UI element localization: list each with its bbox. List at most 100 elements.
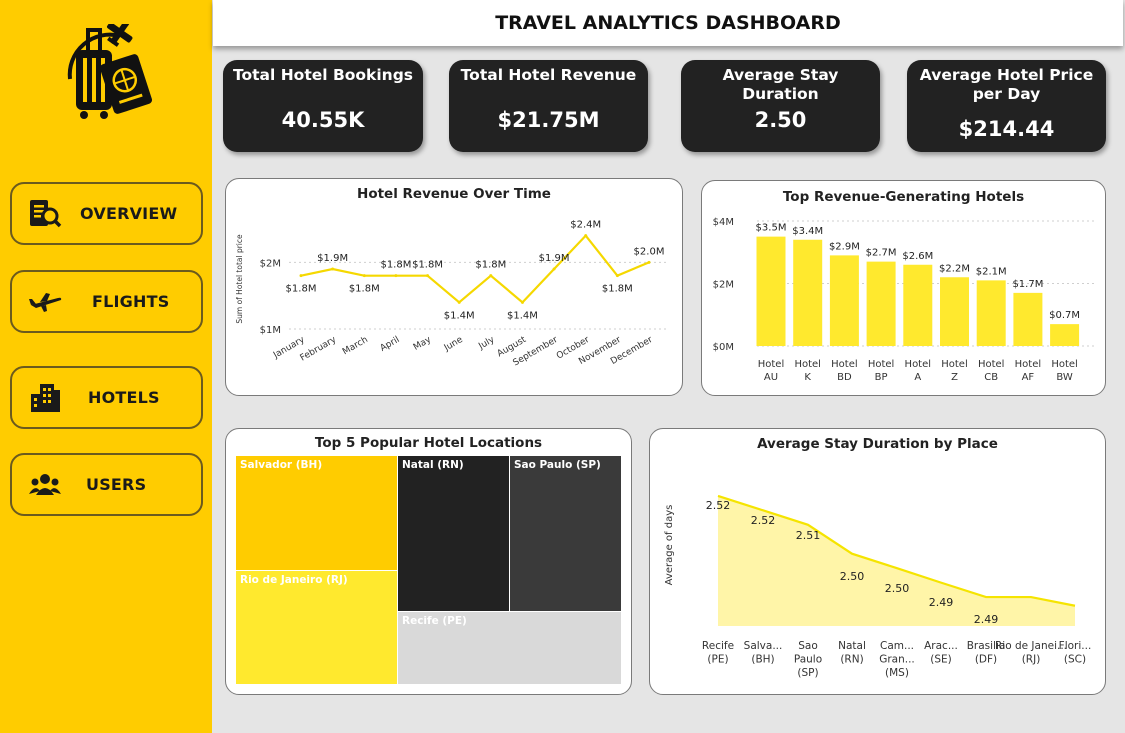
top-hotels-bar-chart: $0M $2M $4M $3.5M Hotel AU $3.4M Hotel K $2.9M Hot… [713, 217, 1097, 383]
data-point [552, 267, 556, 271]
x-tick-label: Flori... [1059, 640, 1092, 652]
page-title: TRAVEL ANALYTICS DASHBOARD [495, 12, 841, 34]
data-label: $1.8M [349, 284, 380, 295]
x-tick-label: (SE) [930, 654, 952, 666]
data-point [584, 234, 588, 238]
users-icon [29, 474, 61, 495]
x-tick-label: Rio de Janei... [995, 640, 1067, 652]
treemap-cell-natal[interactable]: Natal (RN) [398, 456, 509, 611]
sidebar-item-users[interactable]: USERS [10, 453, 203, 516]
chart-title: Hotel Revenue Over Time [357, 186, 551, 202]
sidebar-item-label: HOTELS [88, 388, 160, 407]
x-tick-label: Cam... [880, 640, 914, 652]
y-tick-label: $2M [260, 258, 281, 269]
sidebar-item-hotels[interactable]: HOTELS [10, 366, 203, 429]
x-tick-label: Natal [838, 640, 866, 652]
x-tick-label: Salva... [744, 640, 783, 652]
x-tick-label: (MS) [885, 667, 909, 679]
data-label: $2.6M [902, 251, 933, 262]
search-document-icon [30, 200, 62, 228]
data-point [299, 274, 303, 278]
x-tick-label: (RN) [840, 654, 863, 666]
kpi-label: Total Hotel Revenue [460, 66, 637, 84]
data-label: 2.50 [840, 570, 865, 583]
kpi-value: $21.75M [497, 108, 600, 132]
bar [866, 261, 896, 346]
data-label: $1.9M [539, 253, 570, 264]
bar [1050, 324, 1080, 346]
chart-title: Top 5 Popular Hotel Locations [314, 435, 543, 451]
kpi-label: Average Stay Duration [722, 66, 839, 103]
x-tick-label: July [476, 335, 496, 353]
revenue-over-time-card: Hotel Revenue Over Time $1M $2M Sum of Hot… [225, 178, 683, 396]
x-tick-label: March [341, 335, 370, 357]
treemap-cell-rio-de-janeiro[interactable]: Rio de Janeiro (RJ) [236, 571, 397, 684]
data-label: $0.7M [1049, 310, 1080, 321]
x-tick-label: Hotel [794, 359, 821, 370]
data-label: $2.9M [829, 241, 860, 252]
kpi-value: $214.44 [958, 117, 1055, 141]
data-point [394, 274, 398, 278]
airplane-icon [29, 293, 62, 312]
sidebar-item-overview[interactable]: OVERVIEW [10, 182, 203, 245]
data-label: $1.7M [1012, 279, 1043, 290]
chart-title: Top Revenue-Generating Hotels [782, 189, 1025, 205]
kpi-total-hotel-bookings: Total Hotel Bookings 40.55K [223, 60, 423, 152]
treemap-cell-sao-paulo[interactable]: Sao Paulo (SP) [510, 456, 621, 611]
data-label: $3.5M [756, 223, 787, 234]
luggage-passport-plane-icon [67, 24, 153, 119]
treemap-cell-recife[interactable]: Recife (PE) [398, 612, 621, 684]
data-label: $1.8M [286, 284, 317, 295]
data-label: $3.4M [792, 226, 823, 237]
data-label: 2.52 [751, 514, 776, 527]
y-axis-label: Sum of Hotel total price [235, 234, 244, 324]
data-label: $1.4M [507, 310, 538, 321]
sidebar: OVERVIEW FLIGHTS HOTELS [0, 0, 212, 733]
x-tick-label: (RJ) [1022, 654, 1041, 666]
x-tick-label: Hotel [941, 359, 968, 370]
y-tick-label: $4M [713, 217, 734, 228]
data-point [520, 300, 524, 304]
x-tick-label: K [804, 372, 811, 383]
bar [976, 280, 1006, 346]
x-tick-label: Z [951, 372, 958, 383]
x-tick-label: Gran... [879, 654, 915, 666]
stay-duration-area-chart: Average of days 2.52 2.52 2.51 2.50 2.50 2.49 2… [664, 494, 1092, 679]
title-bar: TRAVEL ANALYTICS DASHBOARD [213, 0, 1123, 46]
data-point [362, 274, 366, 278]
data-label: $2.7M [866, 248, 897, 259]
bar [756, 236, 786, 346]
data-label: $2.4M [570, 220, 601, 231]
kpi-value: 40.55K [281, 108, 365, 132]
x-tick-label: (BH) [751, 654, 774, 666]
chart-title: Average Stay Duration by Place [757, 436, 998, 452]
top-hotels-card: Top Revenue-Generating Hotels $0M $2M $4M $… [701, 180, 1106, 396]
sidebar-item-label: FLIGHTS [92, 292, 170, 311]
y-axis-label: Average of days [664, 505, 675, 586]
data-label: $1.8M [475, 260, 506, 271]
treemap-cell-salvador[interactable]: Salvador (BH) [236, 456, 397, 570]
x-tick-label: Hotel [1015, 359, 1042, 370]
data-label: 2.49 [974, 613, 999, 626]
series-area [718, 495, 1075, 626]
bar [829, 255, 859, 346]
sidebar-item-label: USERS [86, 475, 147, 494]
popular-locations-card: Top 5 Popular Hotel Locations Salvador (… [225, 428, 632, 695]
y-tick-label: $0M [713, 342, 734, 353]
data-label: 2.50 [885, 582, 910, 595]
x-tick-label: Hotel [978, 359, 1005, 370]
sidebar-item-flights[interactable]: FLIGHTS [10, 270, 203, 333]
kpi-value: 2.50 [754, 108, 807, 132]
data-point [489, 274, 493, 278]
bar [793, 239, 823, 346]
data-point [615, 274, 619, 278]
x-tick-label: BW [1056, 372, 1073, 383]
x-tick-label: February [299, 335, 339, 364]
x-tick-label: (DF) [975, 654, 997, 666]
bar [903, 264, 933, 346]
data-point [457, 300, 461, 304]
x-tick-label: CB [984, 372, 998, 383]
x-tick-label: AF [1022, 372, 1035, 383]
x-tick-label: (SC) [1064, 654, 1086, 666]
